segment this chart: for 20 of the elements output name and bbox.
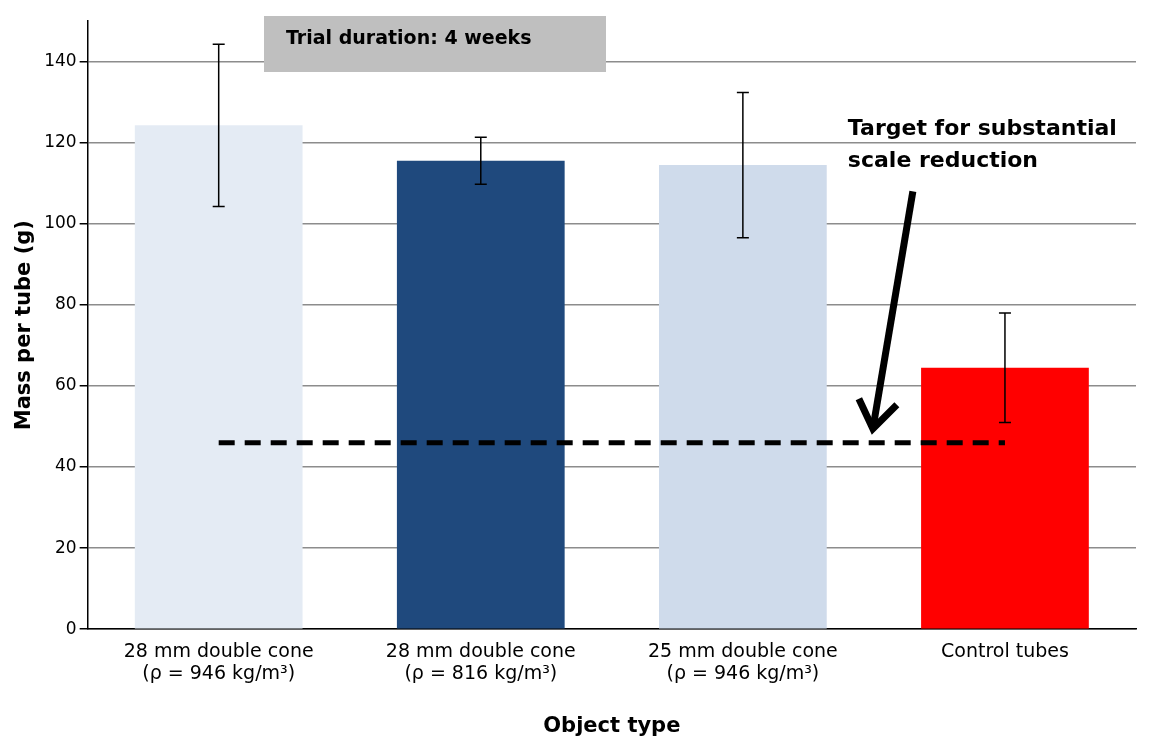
- x-axis-title: Object type: [543, 712, 681, 737]
- x-tick-label: 25 mm double cone (ρ = 946 kg/m³): [647, 638, 838, 684]
- bar: [659, 165, 827, 629]
- bar: [921, 367, 1089, 629]
- x-tick-label: 28 mm double cone (ρ = 946 kg/m³): [123, 638, 314, 684]
- x-tick-label: 28 mm double cone (ρ = 816 kg/m³): [385, 638, 576, 684]
- annotation: Trial duration: 4 weeks: [286, 26, 532, 48]
- y-tick-label: 40: [55, 455, 77, 476]
- y-tick-label: 100: [44, 212, 77, 233]
- y-axis-title: Mass per tube (g): [11, 220, 36, 431]
- bar: [396, 160, 565, 629]
- y-tick-label: 80: [55, 293, 77, 314]
- y-tick-label: 120: [44, 131, 77, 152]
- y-tick-label: 140: [44, 50, 77, 71]
- ref-line-label: Target for substantial scale reduction: [847, 114, 1117, 172]
- x-tick-label: Control tubes: [941, 638, 1069, 661]
- y-tick-label: 0: [65, 617, 77, 638]
- y-tick-label: 20: [55, 536, 77, 557]
- bar: [134, 125, 303, 629]
- y-tick-label: 60: [55, 374, 77, 395]
